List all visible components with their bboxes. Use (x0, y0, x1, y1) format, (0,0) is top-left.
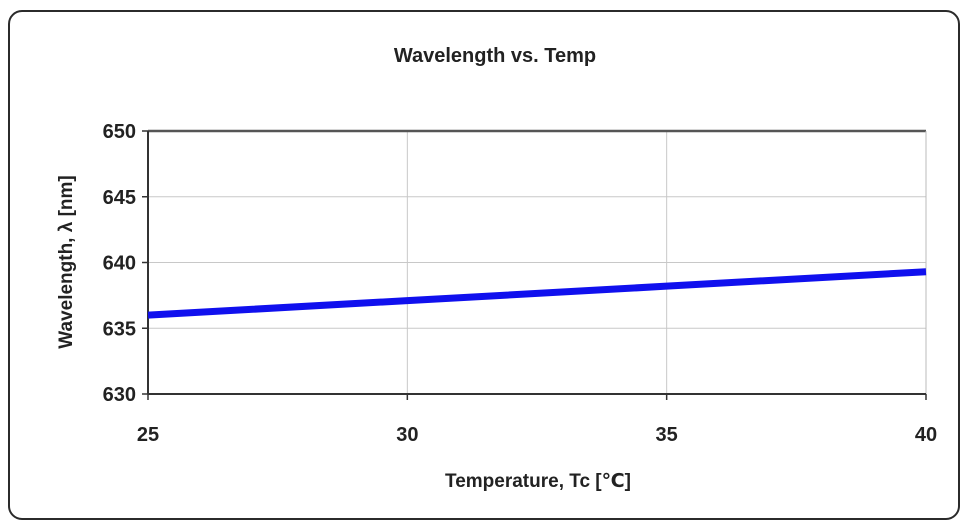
plot-area: 630 635 640 645 650 25 30 35 40 (103, 121, 938, 446)
x-tick-label: 35 (656, 424, 678, 446)
y-tick-label: 630 (103, 384, 136, 406)
x-tick-label: 25 (137, 424, 159, 446)
y-tick-label: 640 (103, 253, 136, 275)
x-tick-label: 40 (915, 424, 937, 446)
series-line-1 (147, 268, 927, 319)
y-tick-label: 645 (103, 187, 136, 209)
y-tick-label: 635 (103, 318, 136, 340)
x-tick-label: 30 (396, 424, 418, 446)
y-tick-label: 650 (103, 121, 136, 143)
chart-title: Wavelength vs. Temp (394, 45, 596, 67)
x-axis-label: Temperature, Tc [℃] (445, 471, 631, 492)
y-axis-label: Wavelength, λ [nm] (56, 175, 77, 348)
